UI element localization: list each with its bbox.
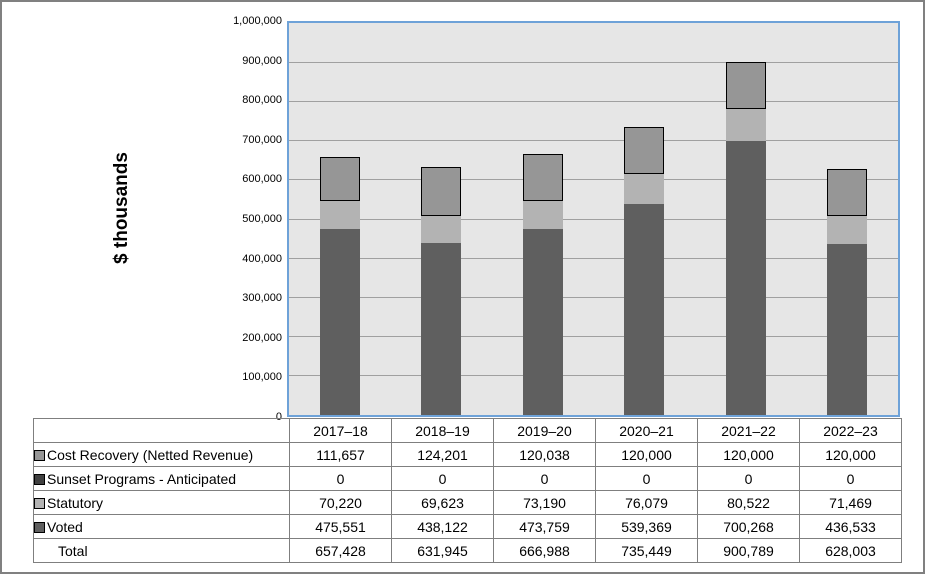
- y-axis-tick-label: 0: [275, 411, 282, 423]
- y-axis-title: $ thousands: [111, 152, 132, 264]
- year-header-cell: 2020–21: [595, 418, 698, 443]
- row-label: Cost Recovery (Netted Revenue): [47, 446, 254, 463]
- y-axis-tick-label: 700,000: [242, 133, 282, 146]
- bar-segment-statutory: [624, 173, 665, 204]
- gridline: [289, 296, 898, 298]
- gridline: [289, 218, 898, 220]
- value-cell: 69,623: [391, 490, 494, 515]
- bar-segment-voted: [624, 203, 665, 415]
- year-header-cell: 2018–19: [391, 418, 494, 443]
- row-label-cell: Statutory: [33, 490, 290, 515]
- legend-swatch-cost-recovery-netted-revenue: [34, 449, 45, 461]
- gridline: [289, 140, 898, 142]
- table-row: Cost Recovery (Netted Revenue) 111,657 124…: [33, 442, 902, 467]
- table-row: Statutory 70,220 69,623 73,190 76,079 80,522 7…: [33, 490, 902, 515]
- gridline: [289, 100, 898, 102]
- value-cell: 631,945: [391, 538, 494, 563]
- y-axis-tick-label: 400,000: [242, 252, 282, 265]
- data-table: 2017–18 2018–19 2019–20 2020–21 2021–22 2022–…: [33, 418, 902, 563]
- year-header-cell: 2017–18: [289, 418, 392, 443]
- y-axis-tick-label: 900,000: [242, 54, 282, 67]
- value-cell: 80,522: [697, 490, 800, 515]
- value-cell: 666,988: [493, 538, 596, 563]
- gridline: [289, 257, 898, 259]
- value-cell: 628,003: [799, 538, 902, 563]
- row-label-cell: Total: [33, 538, 290, 563]
- bar-segment-voted: [522, 229, 563, 415]
- value-cell: 120,000: [799, 442, 902, 467]
- bar-segment-statutory: [421, 215, 462, 244]
- y-axis-tick-label: 300,000: [242, 292, 282, 305]
- table-row: Sunset Programs - Anticipated 0 0 0 0 0 0: [33, 466, 902, 491]
- value-cell: 473,759: [493, 514, 596, 539]
- bar-segment-cost-recovery-netted-revenue: [421, 167, 462, 216]
- row-label: Statutory: [47, 494, 104, 511]
- y-axis-tick-label: 200,000: [242, 331, 282, 344]
- legend-swatch-sunset-programs-anticipated: [34, 473, 45, 485]
- table-corner: [33, 418, 290, 443]
- bar-segment-statutory: [319, 201, 360, 229]
- gridline: [289, 375, 898, 377]
- row-label-cell: Sunset Programs - Anticipated: [33, 466, 290, 491]
- value-cell: 111,657: [289, 442, 392, 467]
- value-cell: 120,038: [493, 442, 596, 467]
- value-cell: 0: [391, 466, 494, 491]
- bar-segment-statutory: [522, 200, 563, 230]
- row-label: Total: [58, 542, 88, 559]
- year-header-cell: 2019–20: [493, 418, 596, 443]
- bar-segment-voted: [827, 243, 868, 415]
- value-cell: 0: [493, 466, 596, 491]
- value-cell: 436,533: [799, 514, 902, 539]
- value-cell: 735,449: [595, 538, 698, 563]
- value-cell: 120,000: [595, 442, 698, 467]
- value-cell: 700,268: [697, 514, 800, 539]
- table-row: Voted 475,551 438,122 473,759 539,369 700,268…: [33, 514, 902, 539]
- bar-segment-cost-recovery-netted-revenue: [522, 153, 563, 201]
- gridline: [289, 336, 898, 338]
- value-cell: 0: [697, 466, 800, 491]
- y-axis-tick-label: 100,000: [242, 371, 282, 384]
- row-label: Sunset Programs - Anticipated: [47, 470, 237, 487]
- value-cell: 0: [595, 466, 698, 491]
- plot-area: [287, 21, 900, 417]
- bar-segment-cost-recovery-netted-revenue: [624, 126, 665, 174]
- legend-swatch-statutory: [34, 497, 45, 509]
- value-cell: 76,079: [595, 490, 698, 515]
- value-cell: 124,201: [391, 442, 494, 467]
- legend-swatch-voted: [34, 521, 45, 533]
- gridline: [289, 61, 898, 63]
- y-axis-tick-label: 1,000,000: [233, 15, 282, 27]
- value-cell: 475,551: [289, 514, 392, 539]
- bar-segment-voted: [319, 228, 360, 415]
- year-header-cell: 2021–22: [697, 418, 800, 443]
- value-cell: 70,220: [289, 490, 392, 515]
- value-cell: 0: [289, 466, 392, 491]
- y-axis-tick-label: 800,000: [242, 94, 282, 107]
- row-label-cell: Cost Recovery (Netted Revenue): [33, 442, 290, 467]
- value-cell: 657,428: [289, 538, 392, 563]
- value-cell: 120,000: [697, 442, 800, 467]
- table-header-row: 2017–18 2018–19 2019–20 2020–21 2021–22 2022–…: [33, 418, 902, 443]
- y-axis-tick-label: 500,000: [242, 213, 282, 225]
- value-cell: 71,469: [799, 490, 902, 515]
- y-axis-tick-label: 600,000: [242, 173, 282, 186]
- value-cell: 539,369: [595, 514, 698, 539]
- year-header-cell: 2022–23: [799, 418, 902, 443]
- value-cell: 0: [799, 466, 902, 491]
- bar-segment-cost-recovery-netted-revenue: [827, 168, 868, 216]
- value-cell: 73,190: [493, 490, 596, 515]
- row-label: Voted: [47, 518, 83, 535]
- table-row: Total 657,428 631,945 666,988 735,449 900,789…: [33, 538, 902, 563]
- row-label-cell: Voted: [33, 514, 290, 539]
- bar-segment-voted: [725, 140, 766, 415]
- bar-segment-cost-recovery-netted-revenue: [725, 61, 766, 109]
- bar-segment-statutory: [725, 108, 766, 141]
- bar-segment-cost-recovery-netted-revenue: [319, 157, 360, 202]
- bar-segment-voted: [421, 243, 462, 415]
- value-cell: 900,789: [697, 538, 800, 563]
- value-cell: 438,122: [391, 514, 494, 539]
- bar-segment-statutory: [827, 215, 868, 244]
- gridline: [289, 179, 898, 181]
